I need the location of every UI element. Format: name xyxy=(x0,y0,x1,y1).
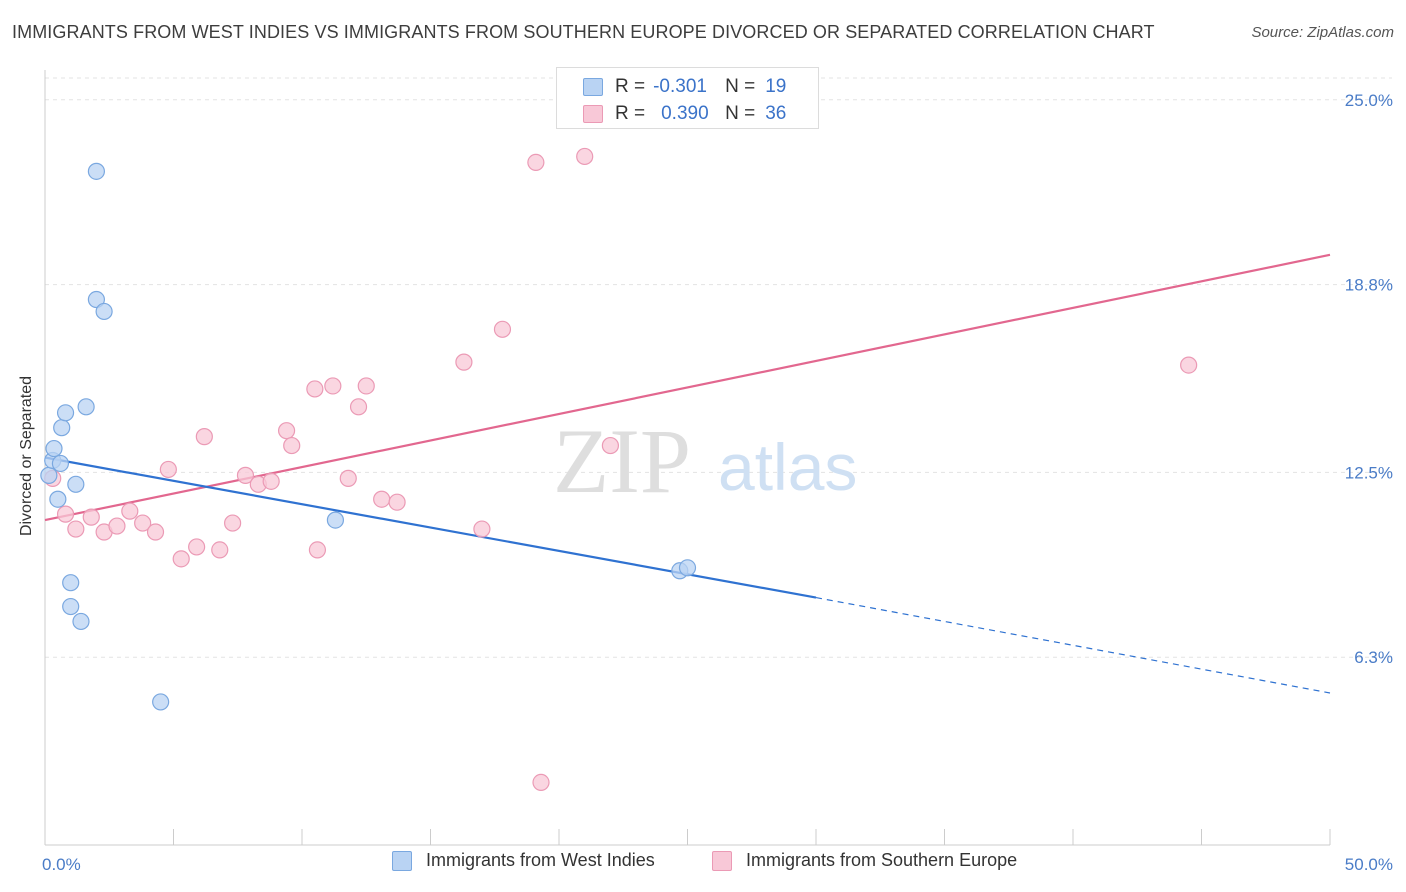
legend-n-value: 36 xyxy=(765,103,787,124)
data-points xyxy=(40,147,1198,792)
point-southern-europe xyxy=(121,502,139,520)
point-southern-europe xyxy=(188,538,206,556)
point-west-indies xyxy=(67,475,85,493)
point-west-indies xyxy=(53,419,71,437)
watermark-zip: ZIP xyxy=(553,410,691,512)
point-west-indies xyxy=(87,290,106,309)
point-southern-europe xyxy=(388,493,406,511)
point-west-indies xyxy=(51,454,70,473)
point-west-indies xyxy=(77,398,95,416)
legend-r-label: R = xyxy=(615,76,646,97)
point-west-indies xyxy=(62,574,80,592)
point-southern-europe xyxy=(349,398,368,416)
legend-r-value: -0.301 xyxy=(653,76,707,97)
point-southern-europe xyxy=(236,466,255,484)
point-southern-europe xyxy=(283,436,301,455)
legend-n-label: N = xyxy=(725,103,756,124)
point-southern-europe xyxy=(576,147,594,166)
point-southern-europe xyxy=(532,773,550,792)
point-southern-europe xyxy=(308,541,327,559)
legend-n-label: N = xyxy=(725,76,756,97)
bottom-legend-swatch-blue xyxy=(392,850,412,871)
point-west-indies xyxy=(62,597,80,616)
point-southern-europe xyxy=(159,460,177,479)
point-southern-europe xyxy=(262,472,280,490)
point-west-indies xyxy=(72,612,90,631)
point-west-indies xyxy=(45,439,63,458)
point-southern-europe xyxy=(473,520,491,538)
x-tick-label: 50.0% xyxy=(1345,855,1393,874)
bottom-legend-swatch-pink xyxy=(712,850,732,871)
legend-r-label: R = xyxy=(615,103,646,124)
point-southern-europe xyxy=(146,523,165,541)
point-southern-europe xyxy=(134,514,152,532)
point-southern-europe xyxy=(527,153,545,172)
bottom-legend-west-indies: Immigrants from West Indies xyxy=(392,850,655,871)
point-west-indies xyxy=(40,466,58,484)
tick-labels: 6.3% 12.5% 18.8% 25.0% 0.0% 50.0% xyxy=(42,91,1393,874)
point-southern-europe xyxy=(324,377,342,395)
source-label: Source: ZipAtlas.com xyxy=(1251,24,1394,41)
legend-row-west-indies: R = -0.301 N = 19 xyxy=(583,73,786,101)
point-southern-europe xyxy=(493,320,512,338)
point-west-indies xyxy=(49,490,67,508)
legend-swatch-blue xyxy=(583,78,603,96)
y-tick-label: 25.0% xyxy=(1345,91,1393,110)
x-tick-label: 0.0% xyxy=(42,855,81,874)
point-west-indies xyxy=(87,162,106,180)
point-southern-europe xyxy=(224,514,242,532)
point-southern-europe xyxy=(108,517,126,535)
bottom-legend-label: Immigrants from Southern Europe xyxy=(746,850,1018,870)
point-southern-europe xyxy=(339,469,357,487)
point-southern-europe xyxy=(1180,356,1198,374)
legend-n-value: 19 xyxy=(765,76,787,97)
y-tick-label: 12.5% xyxy=(1345,463,1393,482)
legend-r-value: 0.390 xyxy=(661,103,709,124)
trendline-west-indies-extrapolated xyxy=(815,597,1331,694)
bottom-legend-southern-europe: Immigrants from Southern Europe xyxy=(712,850,1017,871)
point-southern-europe xyxy=(172,550,190,568)
point-southern-europe xyxy=(373,490,391,508)
legend-swatch-pink xyxy=(583,105,603,123)
bottom-legend-label: Immigrants from West Indies xyxy=(426,850,655,870)
point-southern-europe xyxy=(211,541,229,559)
point-west-indies xyxy=(56,404,75,422)
watermark-atlas: atlas xyxy=(718,430,857,504)
point-west-indies xyxy=(326,511,345,529)
point-southern-europe xyxy=(357,377,375,395)
chart-title: IMMIGRANTS FROM WEST INDIES VS IMMIGRANT… xyxy=(12,22,1155,42)
point-southern-europe xyxy=(306,380,324,398)
point-west-indies xyxy=(678,559,697,577)
point-southern-europe xyxy=(56,505,75,523)
point-southern-europe xyxy=(67,520,85,538)
point-west-indies xyxy=(95,302,113,321)
point-southern-europe xyxy=(277,422,296,440)
y-tick-label: 18.8% xyxy=(1345,276,1393,295)
point-southern-europe xyxy=(82,508,100,526)
legend: R = -0.301 N = 19 R = 0.390 N = 36 xyxy=(556,67,819,129)
y-tick-label: 6.3% xyxy=(1354,648,1393,667)
legend-row-southern-europe: R = 0.390 N = 36 xyxy=(583,100,786,128)
point-southern-europe xyxy=(601,436,620,455)
point-west-indies xyxy=(152,693,170,711)
point-southern-europe xyxy=(195,428,213,446)
point-southern-europe xyxy=(455,353,473,371)
